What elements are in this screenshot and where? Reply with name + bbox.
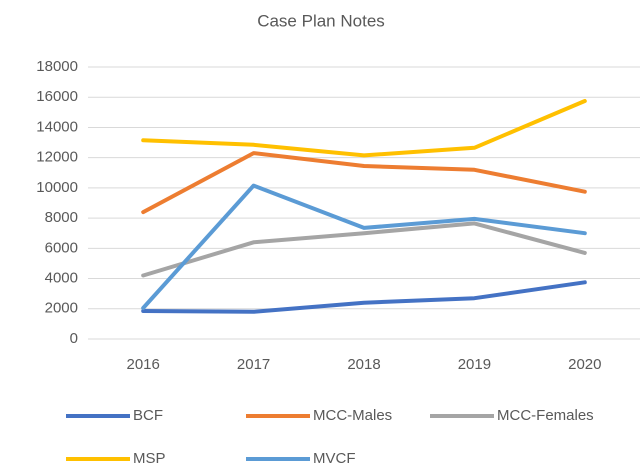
- legend-label: MCC-Males: [313, 407, 392, 424]
- y-tick-label: 12000: [36, 149, 78, 166]
- y-tick-label: 0: [70, 330, 78, 347]
- x-tick-label: 2020: [568, 356, 601, 373]
- legend-label: MCC-Females: [497, 407, 594, 424]
- x-tick-label: 2018: [347, 356, 380, 373]
- y-tick-label: 2000: [45, 300, 78, 317]
- series-line: [141, 99, 587, 158]
- series-line: [141, 221, 587, 278]
- series-line: [141, 183, 587, 310]
- y-tick-label: 14000: [36, 118, 78, 135]
- y-tick-label: 6000: [45, 239, 78, 256]
- y-tick-label: 10000: [36, 179, 78, 196]
- y-tick-label: 4000: [45, 270, 78, 287]
- series-line: [141, 280, 587, 314]
- x-tick-label: 2019: [458, 356, 491, 373]
- y-tick-label: 18000: [36, 58, 78, 75]
- chart-title: Case Plan Notes: [257, 11, 385, 30]
- legend-label: MVCF: [313, 450, 356, 466]
- x-tick-label: 2017: [237, 356, 270, 373]
- y-tick-label: 16000: [36, 88, 78, 105]
- y-tick-label: 8000: [45, 209, 78, 226]
- legend-label: MSP: [133, 450, 166, 466]
- series-line: [141, 151, 587, 215]
- legend-label: BCF: [133, 407, 163, 424]
- x-tick-label: 2016: [127, 356, 160, 373]
